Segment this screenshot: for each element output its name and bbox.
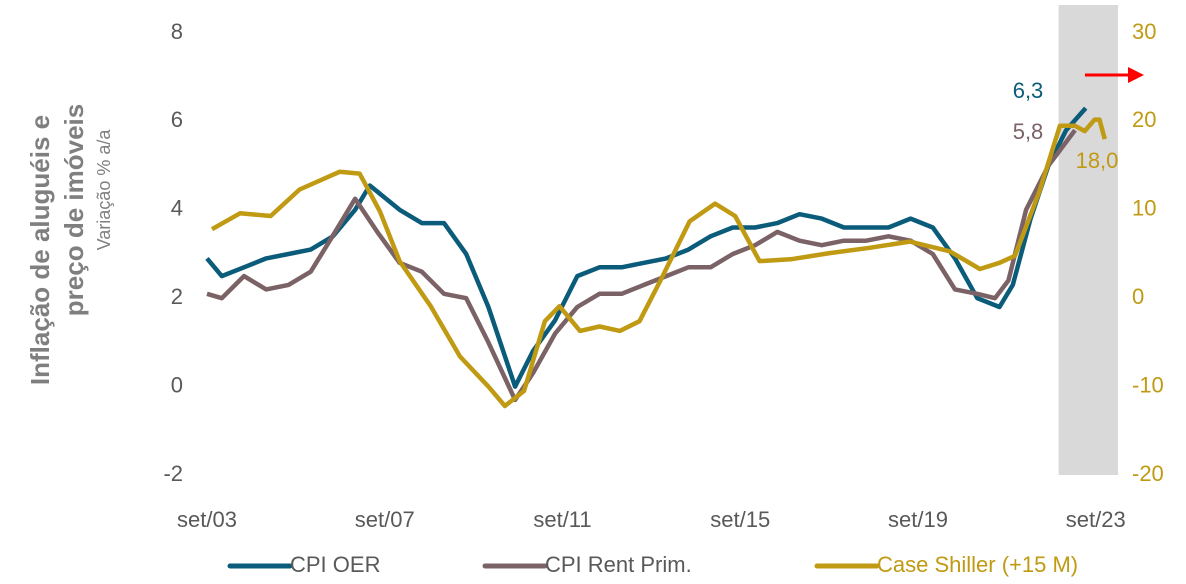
y2-tick-label: -10: [1132, 372, 1164, 397]
y-tick-label: -2: [163, 461, 183, 486]
x-tick-label: set/23: [1066, 507, 1126, 532]
y2-tick-label: 30: [1132, 19, 1156, 44]
x-tick-label: set/19: [888, 507, 948, 532]
annotation: 5,8: [1013, 119, 1044, 144]
x-tick-label: set/11: [533, 507, 591, 532]
y-tick-label: 4: [171, 196, 183, 221]
y-tick-label: 0: [171, 372, 183, 397]
legend-label: CPI Rent Prim.: [545, 552, 692, 577]
y-axis-label: preço de imóveis: [59, 104, 89, 316]
shaded-region: [1058, 5, 1118, 475]
x-tick-label: set/15: [710, 507, 770, 532]
legend-label: CPI OER: [290, 552, 380, 577]
y2-tick-label: 20: [1132, 107, 1156, 132]
series-line: [206, 128, 1077, 403]
series-line: [210, 117, 1107, 409]
y2-tick-label: 10: [1132, 196, 1156, 221]
y-tick-label: 8: [171, 19, 183, 44]
y-tick-label: 6: [171, 107, 183, 132]
legend-label: Case Shiller (+15 M): [877, 552, 1078, 577]
annotation: 6,3: [1013, 78, 1044, 103]
series-line: [205, 106, 1088, 389]
arrow-head: [1128, 67, 1144, 83]
annotation: 18,0: [1076, 148, 1119, 173]
x-tick-label: set/07: [355, 507, 415, 532]
x-tick-label: set/03: [177, 507, 237, 532]
y-tick-label: 2: [171, 284, 183, 309]
y2-tick-label: 0: [1132, 284, 1144, 309]
y2-tick-label: -20: [1132, 461, 1164, 486]
y-axis-subtitle: Variação % a/a: [94, 129, 114, 251]
y-axis-label: Inflação de aluguéis e: [25, 115, 55, 385]
